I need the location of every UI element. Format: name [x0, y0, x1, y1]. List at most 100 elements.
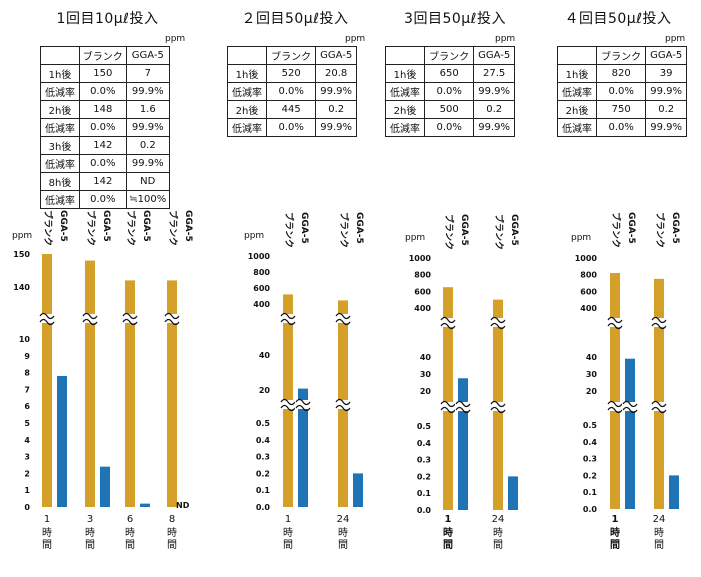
axis-break-gap: [164, 314, 180, 323]
y-tick-label: 1: [24, 486, 30, 495]
bar-gga: [57, 375, 67, 507]
series-label-gga: GGA-5: [299, 212, 309, 244]
y-tick-label: 0.5: [256, 419, 271, 428]
axis-break-mark: [82, 312, 98, 320]
category-label-unit: 時: [167, 527, 177, 539]
series-label-gga: GGA-5: [183, 210, 193, 242]
table-row: 低減率 0.0% 99.9%: [227, 118, 357, 137]
y-axis-unit: ppm: [571, 233, 591, 243]
table-cell: 0.0%: [265, 118, 317, 137]
axis-break-gap: [490, 318, 506, 327]
y-tick-label: 1000: [248, 252, 271, 261]
y-tick-label: 3: [24, 453, 30, 462]
category-label-unit: 時: [654, 527, 664, 539]
table-header-row: ブランク GGA-5: [40, 46, 171, 65]
axis-break-mark: [280, 312, 296, 320]
axis-break-mark: [164, 312, 180, 320]
category-label-unit: 間: [338, 539, 348, 551]
y-tick-label: 0.2: [583, 471, 597, 480]
axis-break-mark: [280, 398, 296, 406]
table-row: 1h後 650 27.5: [385, 64, 515, 83]
category-label-unit: 間: [654, 539, 664, 551]
nd-annotation: ND: [176, 501, 190, 510]
panel-4: ４回目50μℓ投入 ppm ブランク GGA-5 1h後 820 39 低減率 0.0% 99…: [535, 0, 701, 577]
series-label-blank: ブランク: [85, 210, 97, 246]
category-label-unit: 間: [493, 539, 503, 551]
category-label-number: 1: [612, 514, 619, 525]
y-tick-label: 1000: [575, 254, 598, 263]
panel-1: 1回目10μℓ投入 ppm ブランク GGA-5 1h後 150 7 低減率 0.0% 99.…: [0, 0, 215, 577]
axis-break-gap: [455, 402, 471, 411]
table-row: 低減率 0.0% 99.9%: [557, 82, 687, 101]
series-label-gga: GGA-5: [509, 214, 519, 246]
category-label-unit: 間: [610, 539, 620, 551]
axis-break-mark: [295, 398, 311, 406]
y-tick-label: 40: [259, 351, 271, 360]
axis-break-mark: [122, 312, 138, 320]
axis-break-gap: [280, 400, 296, 409]
bar-blank: [42, 254, 52, 507]
panel-title: ４回目50μℓ投入: [564, 11, 672, 27]
panel-2: ２回目50μℓ投入 ppm ブランク GGA-5 1h後 520 20.8 低減率 0.0%…: [215, 0, 375, 577]
y-tick-label: 8: [24, 369, 30, 378]
table-cell: 99.9%: [315, 118, 357, 137]
table-cell: 99.9%: [125, 82, 171, 101]
axis-break-mark: [280, 318, 296, 326]
bar-gga: [458, 378, 468, 510]
bar-gga: [140, 503, 150, 507]
axis-break-mark: [82, 318, 98, 326]
y-tick-label: 0.1: [417, 489, 432, 498]
category-label-number: 6: [127, 514, 133, 525]
table-header-row: ブランク GGA-5: [385, 46, 515, 65]
table-cell: ≒100%: [125, 190, 171, 209]
results-table: ブランク GGA-5 1h後 820 39 低減率 0.0% 99.9% 2h後 750 0.2 低減…: [557, 46, 687, 137]
category-label-unit: 時: [125, 527, 135, 539]
table-header-row: ブランク GGA-5: [227, 46, 357, 65]
y-tick-label: 20: [420, 387, 432, 396]
axis-break-mark: [164, 318, 180, 326]
axis-break-gap: [651, 402, 667, 411]
bar-gga: [100, 466, 110, 507]
series-label-blank: ブランク: [42, 210, 54, 246]
bar-blank: [167, 280, 177, 507]
category-label-number: 3: [87, 514, 93, 525]
axis-break-mark: [335, 318, 351, 326]
table-unit: ppm: [495, 34, 516, 44]
axis-break-gap: [39, 314, 55, 323]
category-label-unit: 間: [167, 539, 177, 551]
table-row: 低減率 0.0% 99.9%: [227, 82, 357, 101]
table-unit: ppm: [165, 34, 186, 44]
category-label-unit: 時: [283, 527, 293, 539]
series-label-blank: ブランク: [654, 212, 666, 248]
axis-break-gap: [440, 318, 456, 327]
y-tick-label: 0.1: [256, 486, 271, 495]
category-label-number: 24: [492, 514, 505, 525]
y-tick-label: 0.0: [583, 505, 598, 514]
bar-gga: [298, 388, 308, 507]
series-label-gga: GGA-5: [459, 214, 469, 246]
category-label-unit: 時: [42, 527, 52, 539]
series-label-gga: GGA-5: [101, 210, 111, 242]
y-tick-label: 0.3: [256, 453, 270, 462]
axis-break-mark: [455, 400, 471, 408]
axis-break-gap: [607, 318, 623, 327]
table-row: 低減率 0.0% 99.9%: [557, 118, 687, 137]
bar-gga: [669, 475, 679, 509]
table-unit: ppm: [345, 34, 366, 44]
axis-break-mark: [295, 404, 311, 412]
axis-break-gap: [622, 402, 638, 411]
bar-blank: [85, 260, 95, 507]
axis-break-mark: [490, 406, 506, 414]
bar-chart-2: ppm 1000 800 600 400 40 20 0.5 0.4 0.3 0.2 0.1 0.0 ブラ…: [244, 212, 364, 551]
axis-break-gap: [280, 314, 296, 323]
bar-blank: [610, 273, 620, 509]
table-cell: 0.0%: [79, 190, 127, 209]
series-label-blank: ブランク: [125, 210, 137, 246]
table-cell: 0.0%: [423, 82, 475, 101]
y-tick-label: 20: [259, 386, 271, 395]
y-tick-label: 400: [414, 304, 431, 313]
category-label-number: 8: [169, 514, 175, 525]
axis-break-mark: [39, 318, 55, 326]
bar-gga: [625, 358, 635, 509]
